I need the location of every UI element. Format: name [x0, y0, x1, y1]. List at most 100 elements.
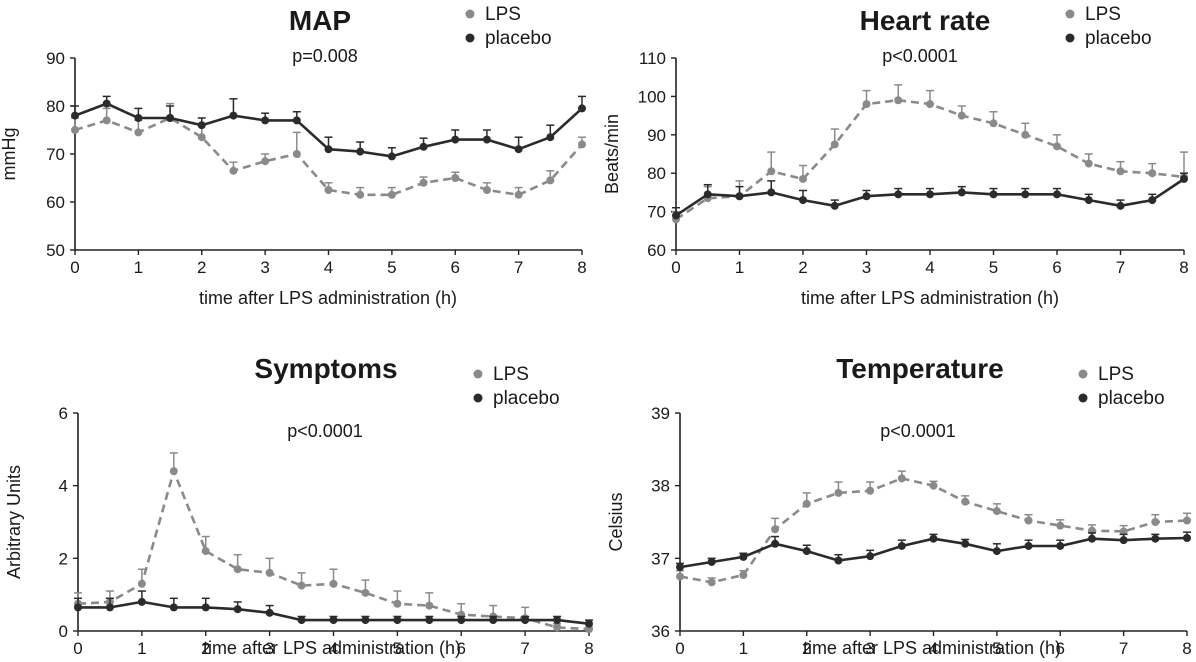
data-point — [926, 190, 934, 199]
series-line — [679, 477, 1188, 584]
y-axis-label: mmHg — [0, 128, 19, 181]
legend-marker-LPS — [1078, 369, 1088, 379]
legend-label-placebo: placebo — [1098, 388, 1165, 409]
data-point — [451, 174, 460, 182]
y-tick-label: 60 — [647, 241, 666, 260]
data-point — [1119, 527, 1128, 536]
data-point — [739, 552, 748, 561]
data-point — [387, 152, 396, 161]
chart-title: Temperature — [836, 353, 1004, 384]
data-point — [102, 99, 111, 108]
data-point — [1056, 521, 1065, 530]
series-line — [675, 98, 1185, 221]
data-point — [1148, 169, 1157, 178]
series-placebo — [672, 172, 1188, 220]
data-point — [578, 104, 586, 113]
data-point — [1151, 534, 1160, 543]
data-point — [1084, 159, 1093, 168]
data-point — [1119, 536, 1128, 545]
legend-label-LPS: LPS — [1085, 4, 1121, 25]
data-point — [201, 603, 210, 612]
data-point — [419, 178, 428, 187]
data-point — [929, 481, 938, 490]
x-tick-label: 3 — [265, 639, 274, 658]
data-point — [169, 603, 178, 612]
data-point — [482, 186, 491, 194]
data-point — [419, 142, 428, 151]
series-LPS — [74, 452, 593, 634]
data-point — [897, 541, 906, 550]
legend-marker-placebo — [1078, 393, 1088, 403]
data-point — [425, 616, 434, 625]
data-point — [229, 166, 238, 175]
data-point — [546, 176, 555, 185]
data-point — [1024, 541, 1033, 550]
x-tick-label: 7 — [1116, 258, 1125, 277]
data-point — [1021, 130, 1030, 139]
p-value-annotation: p<0.0001 — [880, 421, 956, 441]
chart-title: Heart rate — [860, 5, 991, 36]
y-axis-label: Arbitrary Units — [4, 465, 24, 579]
legend-label-placebo: placebo — [485, 28, 552, 49]
y-tick-label: 80 — [647, 164, 666, 183]
x-tick-label: 1 — [134, 258, 143, 277]
x-tick-label: 7 — [520, 639, 529, 658]
x-tick-label: 7 — [514, 258, 523, 277]
data-point — [735, 192, 744, 201]
legend-marker-placebo — [473, 393, 483, 403]
series-placebo — [74, 590, 593, 628]
y-tick-label: 70 — [647, 203, 666, 222]
data-point — [521, 616, 530, 625]
data-point — [1056, 541, 1065, 550]
x-tick-label: 1 — [739, 639, 748, 658]
panel-symptoms: Symptoms p<0.0001 LPS placebo 0 2 4 6 0 1 2 3 4 5 6 7 8 A… — [4, 353, 594, 658]
x-tick-label: 5 — [387, 258, 396, 277]
data-point — [1024, 516, 1033, 525]
x-tick-label: 8 — [1182, 639, 1191, 658]
x-tick-label: 5 — [393, 639, 402, 658]
x-axis-label: time after LPS administration (h) — [199, 288, 457, 308]
data-point — [197, 133, 206, 142]
p-value-annotation: p<0.0001 — [882, 46, 958, 66]
data-point — [1180, 174, 1188, 183]
data-point — [324, 186, 333, 194]
x-axis-label: time after LPS administration (h) — [803, 638, 1061, 658]
data-point — [866, 486, 875, 495]
panel-hr: Heart ratep<0.0001LPSplacebo607080901001… — [602, 4, 1189, 308]
y-tick-label: 90 — [647, 126, 666, 145]
x-tick-label: 3 — [862, 258, 871, 277]
data-point — [297, 581, 306, 590]
data-point — [1087, 534, 1096, 543]
data-point — [926, 100, 934, 109]
data-point — [387, 190, 396, 199]
data-point — [799, 174, 807, 183]
data-point — [992, 547, 1001, 556]
data-point — [862, 192, 871, 201]
data-point — [1084, 196, 1093, 205]
x-tick-label: 0 — [675, 639, 684, 658]
series-LPS — [672, 84, 1188, 224]
data-point — [929, 534, 938, 543]
data-point — [961, 539, 970, 548]
chart-title: MAP — [289, 5, 351, 36]
data-point — [834, 556, 843, 565]
y-tick-label: 36 — [651, 622, 670, 641]
data-point — [105, 603, 114, 612]
x-tick-label: 4 — [929, 639, 938, 658]
data-point — [361, 616, 370, 625]
data-point — [897, 474, 906, 483]
data-point — [265, 568, 274, 577]
data-point — [361, 588, 370, 597]
y-tick-label: 90 — [46, 49, 65, 68]
data-point — [767, 188, 776, 197]
series-placebo — [676, 531, 1191, 572]
legend-label-LPS: LPS — [485, 4, 521, 25]
x-tick-label: 6 — [1056, 639, 1065, 658]
y-tick-label: 4 — [59, 477, 68, 496]
data-point — [866, 552, 875, 561]
data-point — [771, 525, 780, 534]
data-point — [457, 616, 466, 625]
data-point — [1183, 516, 1191, 525]
